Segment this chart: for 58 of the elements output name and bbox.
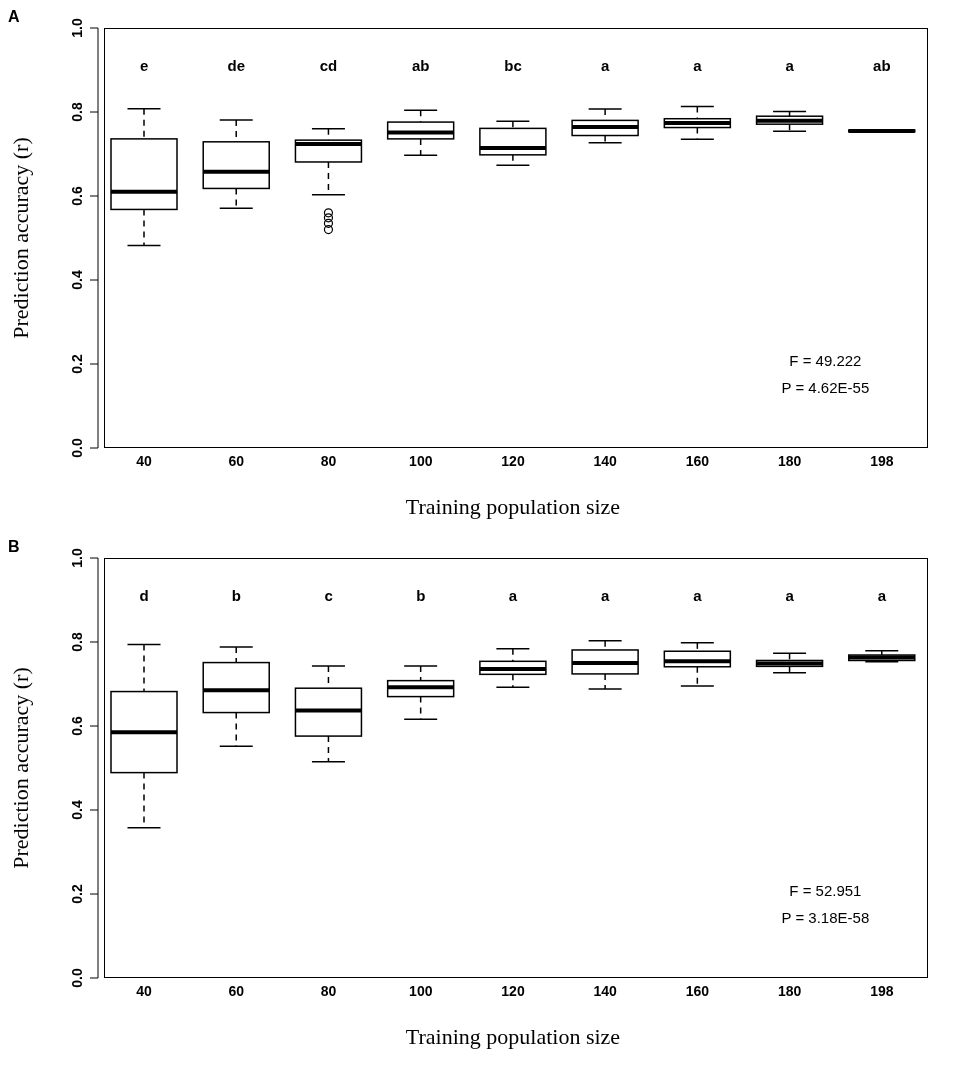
y-tick-label: 0.2 <box>69 884 85 904</box>
x-axis-title: Training population size <box>405 1024 621 1049</box>
x-tick-label: 120 <box>501 452 525 469</box>
annotation: a <box>507 587 519 605</box>
y-tick-label: 0.4 <box>69 800 85 820</box>
y-tick-label: 1.0 <box>69 548 85 568</box>
annotation: ab <box>872 57 892 75</box>
y-tick-label: 0.6 <box>69 716 85 736</box>
x-tick-label: 180 <box>777 452 802 469</box>
annotation: a <box>600 587 611 605</box>
x-tick-label: 160 <box>685 452 710 469</box>
annotation: bc <box>503 57 523 75</box>
x-tick-label: 40 <box>136 452 153 469</box>
x-tick-label: 198 <box>870 452 894 469</box>
x-tick-label: 40 <box>136 982 153 999</box>
annotation: a <box>692 57 703 75</box>
annotation: cd <box>318 57 339 75</box>
annotation: ab <box>411 57 431 75</box>
y-tick-label: 1.0 <box>69 18 85 38</box>
annotation: a <box>692 587 703 605</box>
annotation: P = 4.62E-55 <box>780 378 871 399</box>
annotation: F = 49.222 <box>788 351 863 372</box>
y-tick-label: 0.8 <box>69 632 85 652</box>
annotation: b <box>415 587 427 605</box>
x-tick-label: 180 <box>777 982 802 999</box>
x-tick-label: 140 <box>593 452 618 469</box>
annotation: a <box>784 587 795 605</box>
y-tick-label: 0.4 <box>69 270 85 290</box>
x-tick-label: 80 <box>320 982 337 999</box>
chart-title: B <box>8 538 20 556</box>
annotation: de <box>226 57 247 75</box>
y-tick-label: 0.2 <box>69 354 85 374</box>
x-tick-label: 160 <box>685 982 710 999</box>
y-tick-label: 0.8 <box>69 102 85 122</box>
annotation: a <box>784 57 795 75</box>
annotation: b <box>230 587 242 605</box>
annotation: c <box>323 587 334 605</box>
y-axis-title: Prediction accuracy (r) <box>7 667 33 869</box>
annotation: P = 3.18E-58 <box>780 908 871 929</box>
x-tick-label: 120 <box>501 982 525 999</box>
annotation: e <box>138 57 150 75</box>
x-axis-title: Training population size <box>405 494 621 519</box>
x-tick-label: 60 <box>228 982 245 999</box>
chart-title: A <box>8 8 20 26</box>
annotation: a <box>876 587 888 605</box>
x-tick-label: 100 <box>409 982 433 999</box>
x-tick-label: 140 <box>593 982 618 999</box>
annotation: d <box>138 587 150 605</box>
x-tick-label: 100 <box>409 452 433 469</box>
annotation: a <box>600 57 611 75</box>
y-tick-label: 0.0 <box>69 968 85 988</box>
y-axis-title: Prediction accuracy (r) <box>7 137 33 339</box>
y-tick-label: 0.6 <box>69 186 85 206</box>
x-tick-label: 198 <box>870 982 894 999</box>
x-tick-label: 60 <box>228 452 245 469</box>
y-tick-label: 0.0 <box>69 438 85 458</box>
annotation: F = 52.951 <box>788 881 863 902</box>
x-tick-label: 80 <box>320 452 337 469</box>
